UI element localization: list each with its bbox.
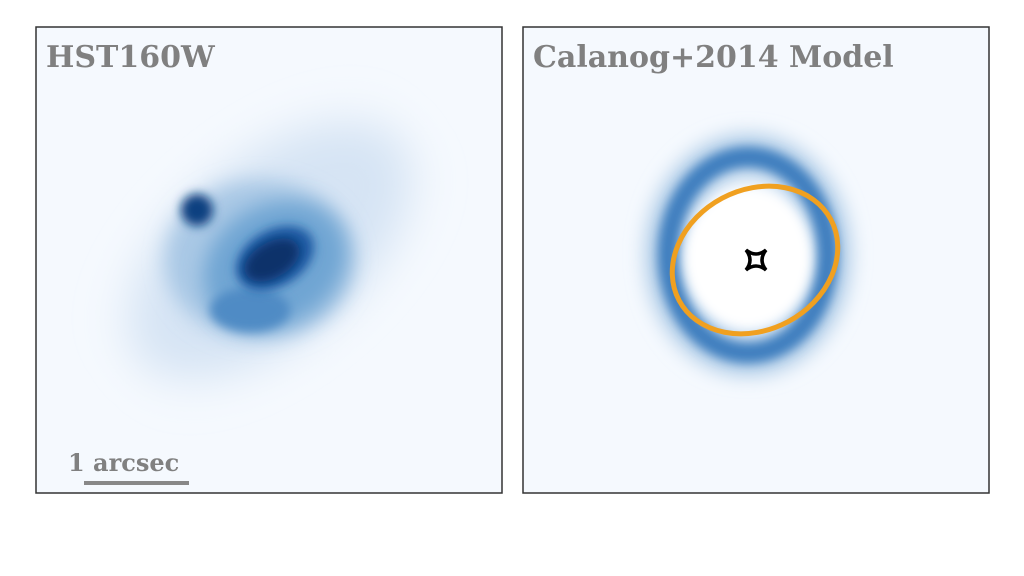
panel-hst: HST160W 1 arcsec [35,26,503,494]
panel-frame [522,26,990,494]
panel-model: Calanog+2014 Model [522,26,990,494]
panel-frame [35,26,503,494]
galaxy-image [127,120,413,380]
caustic [744,248,768,272]
panel-title: HST160W [46,40,216,75]
scale-label: 1 arcsec [68,448,179,477]
critical-curve [669,183,841,337]
model-image [646,135,850,375]
panel-title: Calanog+2014 Model [533,40,894,75]
